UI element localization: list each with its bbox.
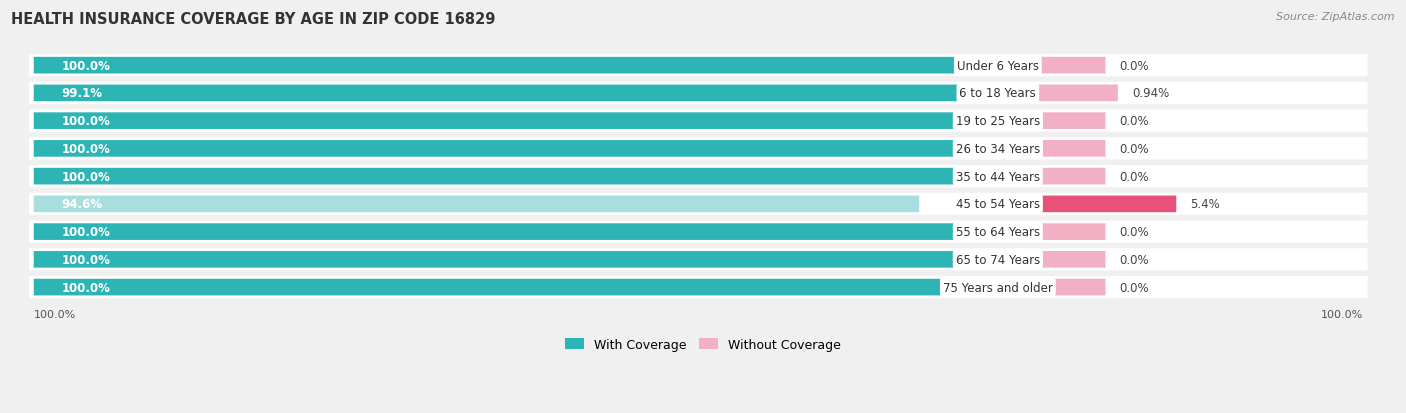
Text: 75 Years and older: 75 Years and older <box>943 281 1053 294</box>
FancyBboxPatch shape <box>34 113 970 130</box>
Text: Under 6 Years: Under 6 Years <box>957 59 1039 72</box>
Text: HEALTH INSURANCE COVERAGE BY AGE IN ZIP CODE 16829: HEALTH INSURANCE COVERAGE BY AGE IN ZIP … <box>11 12 496 27</box>
FancyBboxPatch shape <box>34 169 970 185</box>
Text: 35 to 44 Years: 35 to 44 Years <box>956 170 1040 183</box>
FancyBboxPatch shape <box>34 224 970 240</box>
FancyBboxPatch shape <box>34 85 962 102</box>
Text: 100.0%: 100.0% <box>62 170 111 183</box>
Legend: With Coverage, Without Coverage: With Coverage, Without Coverage <box>561 333 845 356</box>
FancyBboxPatch shape <box>1031 58 1105 74</box>
FancyBboxPatch shape <box>30 249 1368 271</box>
Text: 100.0%: 100.0% <box>62 142 111 156</box>
Text: 0.0%: 0.0% <box>1119 170 1149 183</box>
Text: 0.94%: 0.94% <box>1132 87 1170 100</box>
Text: 100.0%: 100.0% <box>1320 309 1362 319</box>
FancyBboxPatch shape <box>1031 141 1105 157</box>
Text: 100.0%: 100.0% <box>62 281 111 294</box>
FancyBboxPatch shape <box>30 221 1368 243</box>
Text: 100.0%: 100.0% <box>34 309 76 319</box>
FancyBboxPatch shape <box>30 138 1368 160</box>
FancyBboxPatch shape <box>30 193 1368 216</box>
FancyBboxPatch shape <box>30 166 1368 188</box>
Text: 65 to 74 Years: 65 to 74 Years <box>956 253 1040 266</box>
Text: 0.0%: 0.0% <box>1119 281 1149 294</box>
FancyBboxPatch shape <box>1031 113 1105 130</box>
Text: 0.0%: 0.0% <box>1119 253 1149 266</box>
Text: 100.0%: 100.0% <box>62 225 111 239</box>
Text: 45 to 54 Years: 45 to 54 Years <box>956 198 1040 211</box>
FancyBboxPatch shape <box>1031 196 1177 213</box>
Text: 5.4%: 5.4% <box>1191 198 1220 211</box>
FancyBboxPatch shape <box>34 141 970 157</box>
FancyBboxPatch shape <box>1031 279 1105 296</box>
FancyBboxPatch shape <box>1031 169 1105 185</box>
FancyBboxPatch shape <box>1031 85 1118 102</box>
Text: 100.0%: 100.0% <box>62 253 111 266</box>
FancyBboxPatch shape <box>34 196 920 213</box>
FancyBboxPatch shape <box>1031 224 1105 240</box>
FancyBboxPatch shape <box>34 252 970 268</box>
FancyBboxPatch shape <box>34 58 970 74</box>
FancyBboxPatch shape <box>34 279 970 296</box>
Text: 0.0%: 0.0% <box>1119 59 1149 72</box>
Text: 99.1%: 99.1% <box>62 87 103 100</box>
Text: 100.0%: 100.0% <box>62 115 111 128</box>
FancyBboxPatch shape <box>30 276 1368 299</box>
Text: 6 to 18 Years: 6 to 18 Years <box>959 87 1036 100</box>
Text: 100.0%: 100.0% <box>62 59 111 72</box>
FancyBboxPatch shape <box>30 55 1368 77</box>
Text: 26 to 34 Years: 26 to 34 Years <box>956 142 1040 156</box>
Text: 55 to 64 Years: 55 to 64 Years <box>956 225 1040 239</box>
FancyBboxPatch shape <box>1031 252 1105 268</box>
Text: 0.0%: 0.0% <box>1119 142 1149 156</box>
Text: 94.6%: 94.6% <box>62 198 103 211</box>
FancyBboxPatch shape <box>30 83 1368 105</box>
Text: 19 to 25 Years: 19 to 25 Years <box>956 115 1040 128</box>
Text: 0.0%: 0.0% <box>1119 225 1149 239</box>
FancyBboxPatch shape <box>30 110 1368 133</box>
Text: Source: ZipAtlas.com: Source: ZipAtlas.com <box>1277 12 1395 22</box>
Text: 0.0%: 0.0% <box>1119 115 1149 128</box>
